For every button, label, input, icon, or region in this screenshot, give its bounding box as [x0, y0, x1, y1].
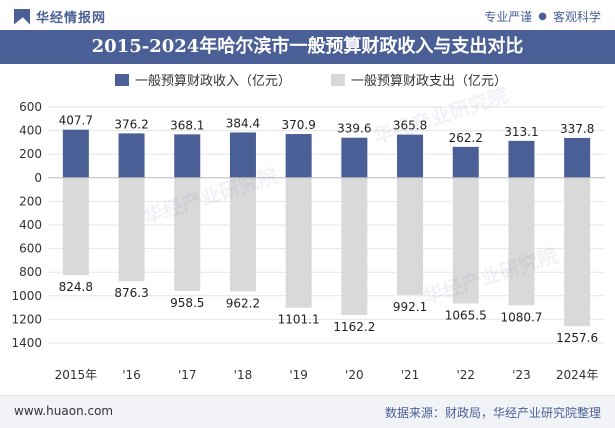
- data-label-expenditure: 1101.1: [278, 313, 320, 327]
- y-tick-label: 400: [19, 218, 42, 232]
- legend-label-expenditure: 一般预算财政支出（亿元）: [351, 74, 508, 89]
- y-tick-label: 800: [19, 265, 42, 279]
- bar-revenue: [118, 133, 145, 178]
- logo-icon: [14, 8, 30, 25]
- bar-revenue: [62, 129, 89, 178]
- brand-name: 华经情报网: [36, 11, 107, 26]
- data-label-expenditure: 876.3: [114, 286, 148, 300]
- data-label-revenue: 339.6: [337, 122, 371, 136]
- bar-revenue: [174, 134, 201, 178]
- data-label-expenditure: 824.8: [59, 280, 93, 294]
- brand[interactable]: 华经情报网: [14, 7, 106, 26]
- data-label-revenue: 407.7: [59, 114, 93, 128]
- bar-expenditure: [452, 177, 479, 304]
- x-tick-label: '16: [122, 368, 141, 382]
- y-tick-label: 1400: [11, 336, 42, 350]
- data-source: 数据来源：财政局，华经产业研究院整理: [384, 406, 601, 420]
- bar-chart: 600 400 200 0 200 400 600 800 1000 1200 1400 407.7 8…: [11, 100, 605, 382]
- data-label-expenditure: 1162.2: [333, 320, 375, 334]
- data-label-revenue: 376.2: [114, 117, 148, 131]
- legend: 一般预算财政收入（亿元） 一般预算财政支出（亿元）: [115, 70, 507, 89]
- data-label-revenue: 384.4: [226, 116, 260, 130]
- bar-expenditure: [341, 177, 368, 315]
- data-label-revenue: 313.1: [504, 125, 538, 139]
- bar-revenue: [397, 134, 424, 178]
- data-label-revenue: 370.9: [281, 118, 315, 132]
- top-bar: 华经情报网 专业严谨 ● 客观科学: [0, 0, 615, 30]
- bar-revenue: [229, 132, 256, 178]
- x-tick-label: '18: [234, 368, 253, 382]
- x-tick-label: '19: [289, 368, 308, 382]
- bar-expenditure: [285, 177, 312, 308]
- data-label-revenue: 337.8: [560, 122, 594, 136]
- data-label-revenue: 365.8: [393, 119, 427, 133]
- x-tick-label: '20: [345, 368, 364, 382]
- data-label-revenue: 368.1: [170, 118, 204, 132]
- y-tick-label: 400: [19, 124, 42, 138]
- bar-expenditure: [508, 177, 535, 306]
- chart-title: 2015-2024年哈尔滨市一般预算财政收入与支出对比: [91, 36, 524, 57]
- data-label-expenditure: 958.5: [170, 296, 204, 310]
- legend-item-expenditure: 一般预算财政支出（亿元）: [331, 70, 507, 89]
- title-bar: 2015-2024年哈尔滨市一般预算财政收入与支出对比: [0, 30, 615, 64]
- data-label-expenditure: 962.2: [226, 296, 260, 310]
- tagline-right: 客观科学: [552, 10, 601, 24]
- data-label-expenditure: 1257.6: [556, 331, 598, 345]
- data-label-expenditure: 1065.5: [445, 309, 487, 323]
- site-url[interactable]: www.huaon.com: [14, 404, 114, 418]
- legend-swatch-revenue: [115, 73, 129, 86]
- data-label-revenue: 262.2: [449, 131, 483, 145]
- bar-expenditure: [229, 177, 256, 292]
- x-tick-label: 2015年: [55, 368, 98, 382]
- y-tick-label: 200: [19, 147, 42, 161]
- data-label-expenditure: 992.1: [393, 300, 427, 314]
- bar-revenue: [564, 137, 591, 178]
- x-tick-label: '17: [178, 368, 197, 382]
- footer: www.huaon.com 数据来源：财政局，华经产业研究院整理: [0, 395, 615, 428]
- legend-label-revenue: 一般预算财政收入（亿元）: [135, 74, 292, 89]
- y-tick-label: 600: [19, 100, 42, 114]
- y-tick-label: 200: [19, 194, 42, 208]
- y-tick-label: 600: [19, 242, 42, 256]
- x-tick-label: '21: [401, 368, 420, 382]
- bar-revenue: [341, 137, 368, 178]
- bar-expenditure: [62, 177, 89, 276]
- x-tick-label: '23: [512, 368, 531, 382]
- dot-icon: ●: [538, 11, 547, 22]
- tagline-left: 专业严谨: [484, 10, 533, 24]
- x-tick-label: '22: [456, 368, 475, 382]
- bar-expenditure: [397, 177, 424, 295]
- y-tick-label: 1200: [11, 312, 42, 326]
- x-tick-label: 2024年: [556, 368, 599, 382]
- tagline: 专业严谨 ● 客观科学: [484, 8, 601, 25]
- bar-expenditure: [174, 177, 201, 291]
- bar-expenditure: [118, 177, 145, 282]
- bar-expenditure: [564, 177, 591, 327]
- bar-revenue: [285, 134, 312, 178]
- y-tick-label: 0: [34, 171, 42, 185]
- bar-revenue: [452, 146, 479, 178]
- data-label-expenditure: 1080.7: [500, 310, 542, 324]
- bar-revenue: [508, 140, 535, 178]
- legend-swatch-expenditure: [331, 73, 346, 86]
- legend-item-revenue: 一般预算财政收入（亿元）: [115, 70, 291, 89]
- y-tick-label: 1000: [11, 289, 42, 303]
